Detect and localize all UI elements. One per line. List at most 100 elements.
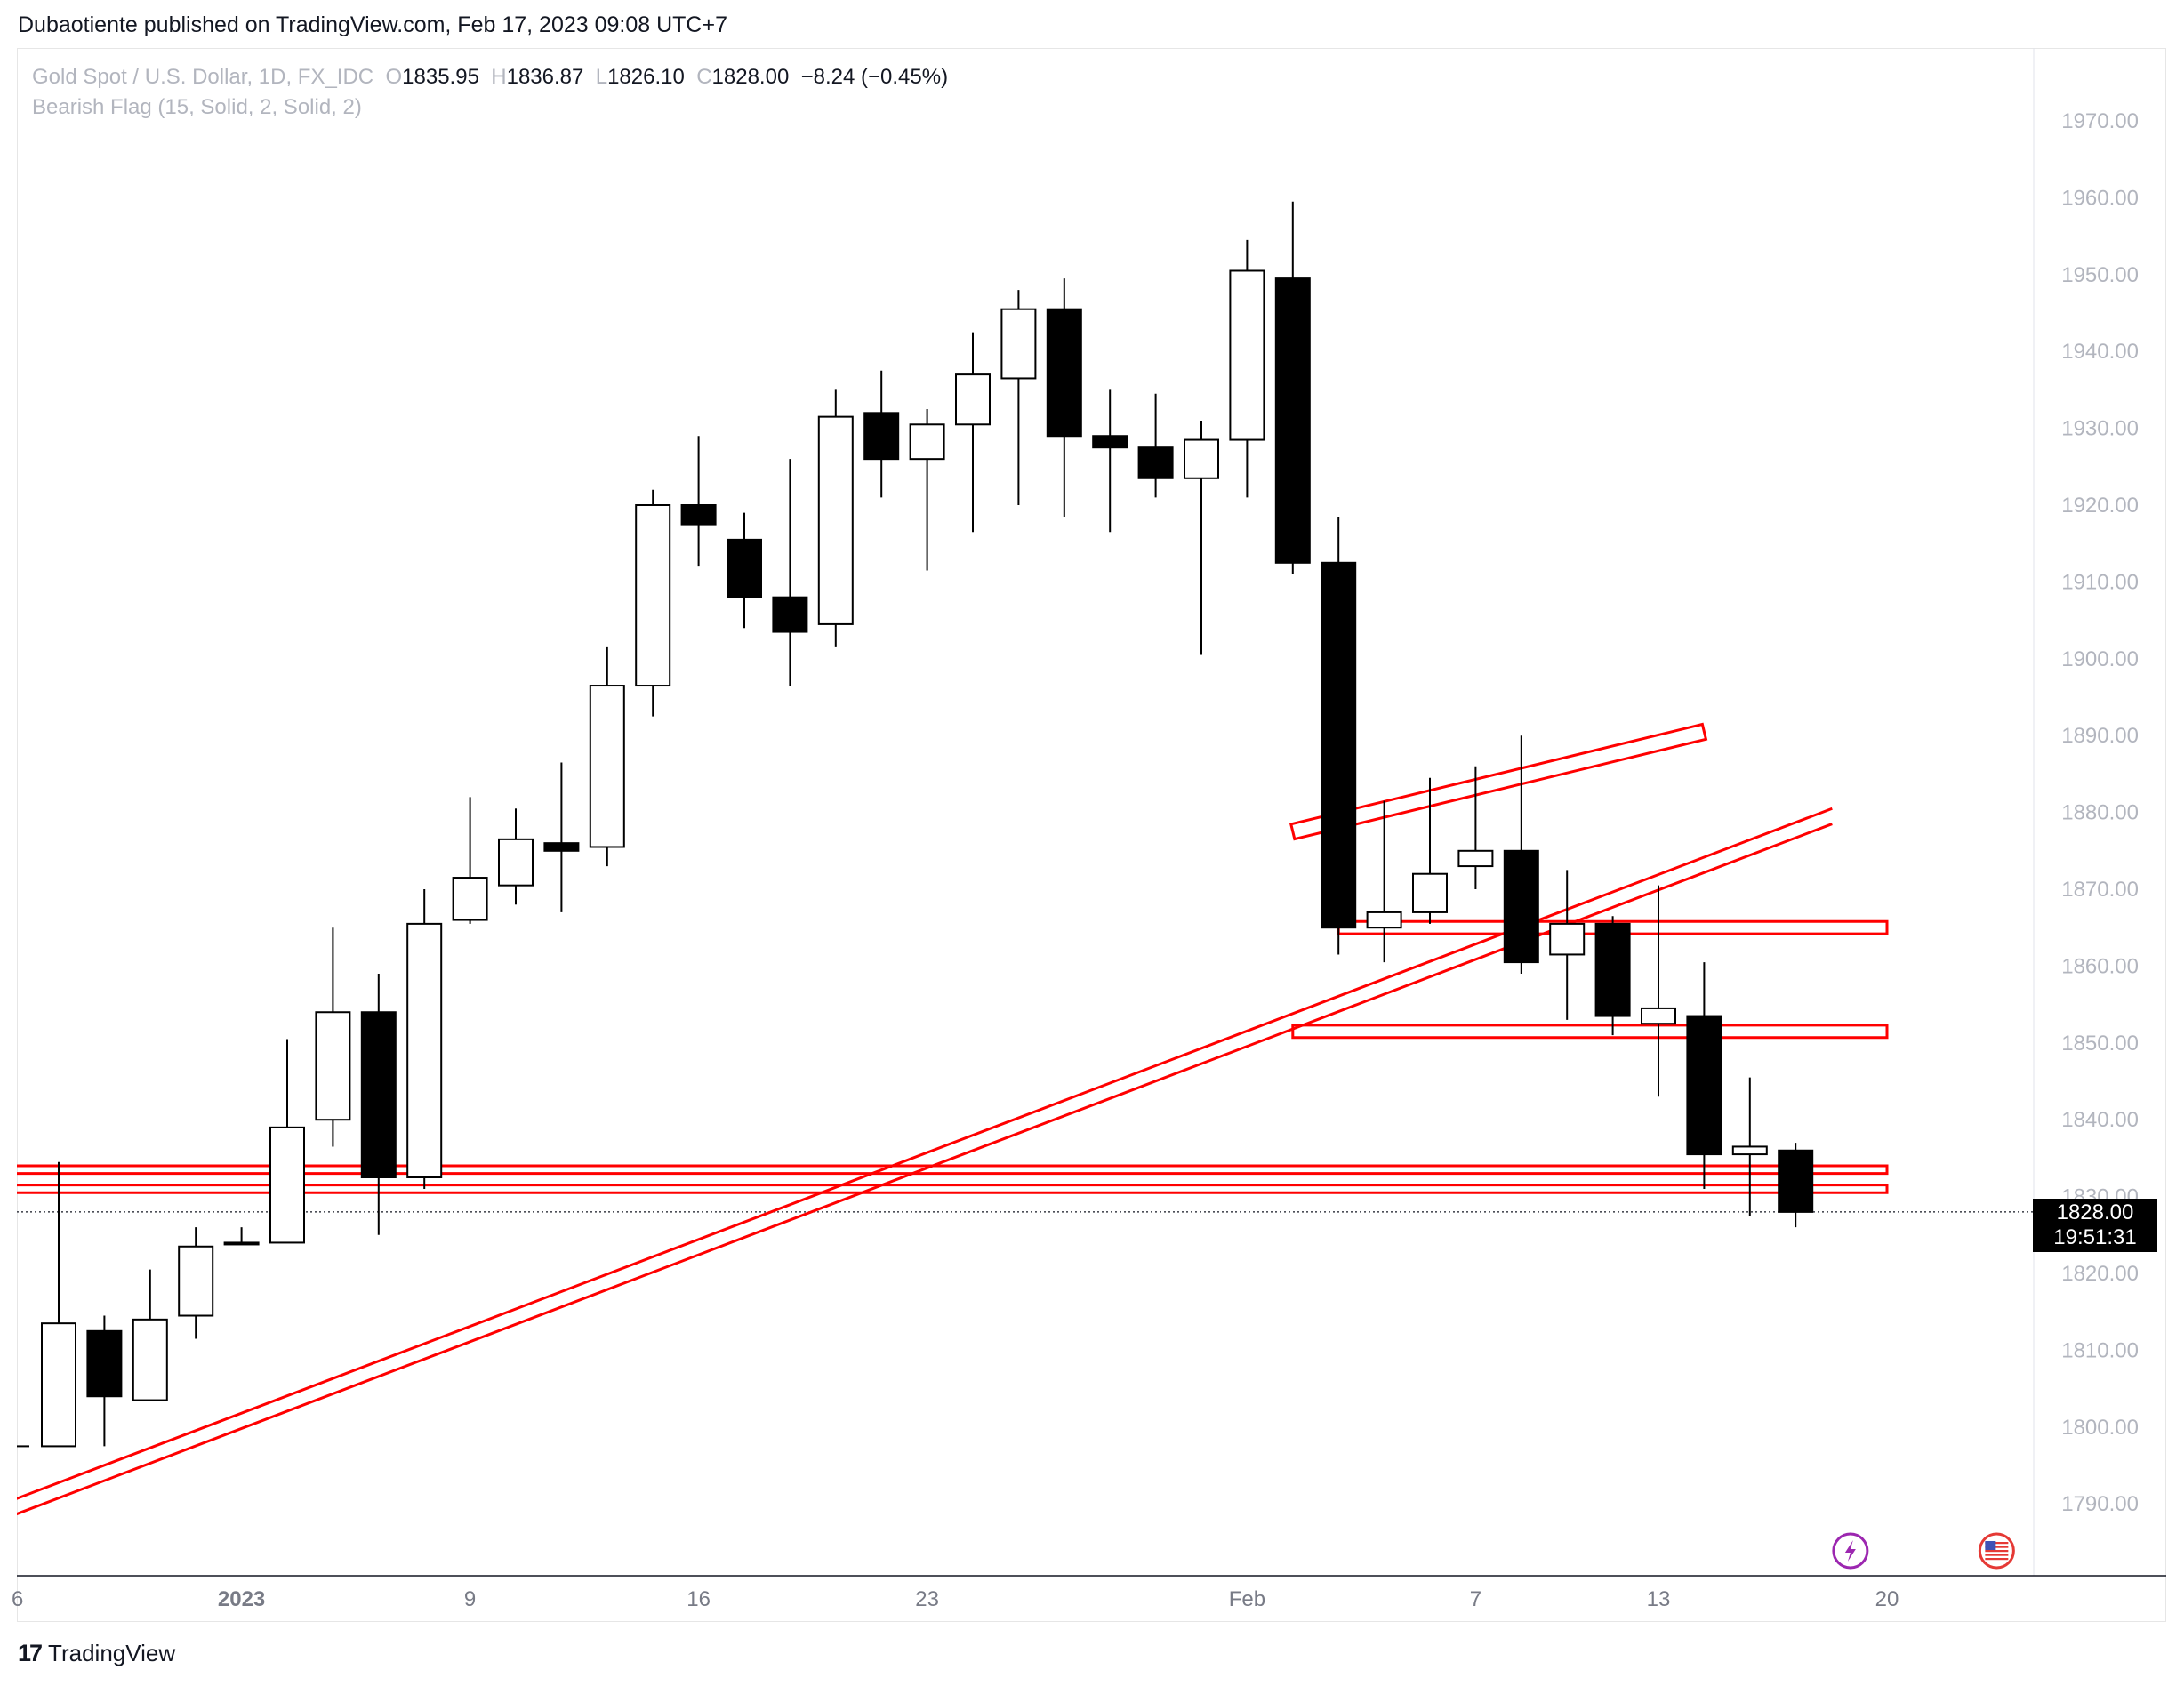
- close-value: 1828.00: [711, 65, 790, 89]
- x-tick-label: 23: [915, 1587, 939, 1611]
- publish-header: Dubaotiente published on TradingView.com…: [18, 12, 727, 37]
- candle-body: [1137, 446, 1174, 479]
- y-tick-label: 1970.00: [2061, 109, 2139, 133]
- y-tick-label: 1920.00: [2061, 494, 2139, 518]
- candle-body: [1229, 269, 1265, 441]
- x-tick-label: 7: [1470, 1587, 1481, 1611]
- y-tick-label: 1850.00: [2061, 1032, 2139, 1056]
- close-label: C: [696, 65, 712, 89]
- open-value: 1835.95: [402, 65, 479, 89]
- y-tick-label: 1940.00: [2061, 340, 2139, 364]
- candle-body: [41, 1322, 76, 1448]
- x-tick-label: 6: [12, 1587, 23, 1611]
- candle-body: [1549, 922, 1586, 956]
- tradingview-logo-icon: 17: [18, 1640, 43, 1666]
- indicator-legend[interactable]: Bearish Flag (15, Solid, 2, Solid, 2): [32, 95, 362, 119]
- y-tick-label: 1880.00: [2061, 801, 2139, 825]
- candle-body: [1731, 1145, 1768, 1156]
- tradingview-brand: TradingView: [48, 1640, 176, 1666]
- candle-body: [909, 423, 945, 461]
- pattern-band: [1291, 1024, 1889, 1040]
- y-tick-label: 1960.00: [2061, 186, 2139, 210]
- candle-body: [452, 877, 488, 921]
- candle-body: [589, 685, 625, 848]
- chart-frame: [17, 48, 2166, 1622]
- lightning-glyph: [1844, 1540, 1856, 1562]
- last-price-value: 1828.00: [2056, 1200, 2134, 1224]
- candle-body: [543, 842, 580, 852]
- y-tick-label: 1790.00: [2061, 1492, 2139, 1516]
- pattern-band: [17, 1184, 1889, 1194]
- y-tick-label: 1950.00: [2061, 263, 2139, 287]
- flag-stripe: [1985, 1554, 2009, 1556]
- candle-body: [1092, 435, 1128, 449]
- candle-body: [132, 1318, 168, 1401]
- candle-body: [1503, 849, 1539, 964]
- change-value: −8.24 (−0.45%): [800, 65, 949, 89]
- x-tick-label: Feb: [1229, 1587, 1265, 1611]
- candle-body: [1594, 922, 1631, 1017]
- x-tick-label: 13: [1647, 1587, 1671, 1611]
- chart-legend: Gold Spot / U.S. Dollar, 1D, FX_IDC O183…: [32, 62, 948, 123]
- candle-body: [86, 1329, 123, 1398]
- candle-body: [1457, 849, 1494, 868]
- candle-body: [223, 1241, 260, 1246]
- candle-body: [498, 838, 534, 887]
- candle-body: [178, 1245, 214, 1317]
- plot-area: [17, 201, 2034, 1516]
- x-tick-label: 16: [687, 1587, 711, 1611]
- candle-body: [1366, 911, 1402, 929]
- flag-stripe: [1985, 1546, 2009, 1548]
- ohlc-legend: Gold Spot / U.S. Dollar, 1D, FX_IDC O183…: [32, 62, 948, 92]
- y-tick-label: 1900.00: [2061, 647, 2139, 671]
- x-tick-label: 9: [464, 1587, 476, 1611]
- candle-body: [635, 504, 671, 687]
- candle-body: [1184, 438, 1219, 479]
- y-tick-label: 1820.00: [2061, 1262, 2139, 1286]
- y-tick-label: 1930.00: [2061, 417, 2139, 441]
- flag-stripe: [1985, 1558, 2009, 1561]
- pattern-band: [17, 1164, 1889, 1176]
- y-tick-label: 1870.00: [2061, 878, 2139, 902]
- candle-body: [1000, 308, 1037, 380]
- pattern-band: [1289, 722, 1708, 841]
- candle-body: [772, 596, 808, 633]
- low-label: L: [595, 65, 608, 89]
- y-tick-label: 1860.00: [2061, 954, 2139, 978]
- candle-body: [680, 504, 717, 526]
- candle-body: [1778, 1149, 1814, 1213]
- candle-body: [406, 922, 443, 1178]
- candle-body: [1274, 277, 1311, 564]
- last-price-label: 1828.00 19:51:31: [2033, 1199, 2157, 1252]
- symbol-name[interactable]: Gold Spot / U.S. Dollar, 1D, FX_IDC: [32, 65, 374, 89]
- low-value: 1826.10: [607, 65, 685, 89]
- x-tick-label: 20: [1875, 1587, 1899, 1611]
- candle-body: [727, 538, 762, 598]
- bar-countdown: 19:51:31: [2053, 1225, 2137, 1249]
- candle-body: [269, 1126, 305, 1244]
- candle-body: [863, 412, 900, 461]
- candle-body: [1321, 561, 1357, 929]
- high-label: H: [491, 65, 507, 89]
- tradingview-logo[interactable]: 17 TradingView: [18, 1640, 175, 1667]
- y-tick-label: 1890.00: [2061, 724, 2139, 748]
- x-tick-label: 2023: [218, 1587, 265, 1611]
- candle-body: [1641, 1007, 1676, 1025]
- flag-stripe: [1985, 1542, 2009, 1545]
- y-tick-label: 1810.00: [2061, 1338, 2139, 1362]
- candle-body: [955, 373, 991, 426]
- candle-body: [1412, 872, 1448, 913]
- candle-body: [315, 1011, 351, 1121]
- candle-body: [817, 415, 854, 625]
- flag-stripe: [1985, 1550, 2009, 1553]
- candle-body: [1046, 308, 1082, 438]
- candle-body: [360, 1011, 397, 1178]
- high-value: 1836.87: [506, 65, 584, 89]
- y-tick-label: 1840.00: [2061, 1108, 2139, 1132]
- y-tick-label: 1800.00: [2061, 1416, 2139, 1440]
- open-label: O: [385, 65, 403, 89]
- candle-body: [1686, 1015, 1722, 1156]
- flag-canton: [1985, 1541, 1996, 1550]
- y-tick-label: 1910.00: [2061, 570, 2139, 594]
